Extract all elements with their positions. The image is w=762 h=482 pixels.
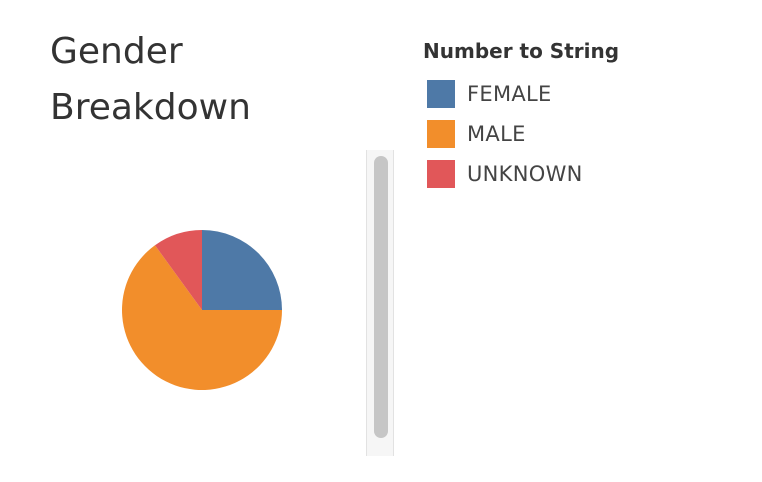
pie-slice-unknown[interactable] [154,230,202,310]
chart-title: Gender Breakdown [50,24,350,136]
chart-title-line-2: Breakdown [50,87,251,128]
legend-item-male[interactable]: MALE [427,114,753,154]
vertical-scrollbar[interactable] [366,150,394,456]
legend-label-male: MALE [467,122,526,146]
legend-swatch-male [427,120,455,148]
legend-label-female: FEMALE [467,82,552,106]
legend-item-unknown[interactable]: UNKNOWN [427,154,753,194]
chart-title-line-1: Gender [50,31,183,72]
pie-chart [122,230,282,390]
pie-slice-female[interactable] [202,230,282,310]
legend-list: FEMALE MALE UNKNOWN [423,74,753,194]
legend-swatch-unknown [427,160,455,188]
pie-chart-area [100,210,300,410]
legend: Number to String FEMALE MALE UNKNOWN [423,36,753,194]
legend-title: Number to String [423,39,620,63]
legend-swatch-female [427,80,455,108]
legend-label-unknown: UNKNOWN [467,162,583,186]
pie-slice-male[interactable] [122,245,282,390]
scrollbar-thumb[interactable] [374,156,388,438]
legend-item-female[interactable]: FEMALE [427,74,753,114]
